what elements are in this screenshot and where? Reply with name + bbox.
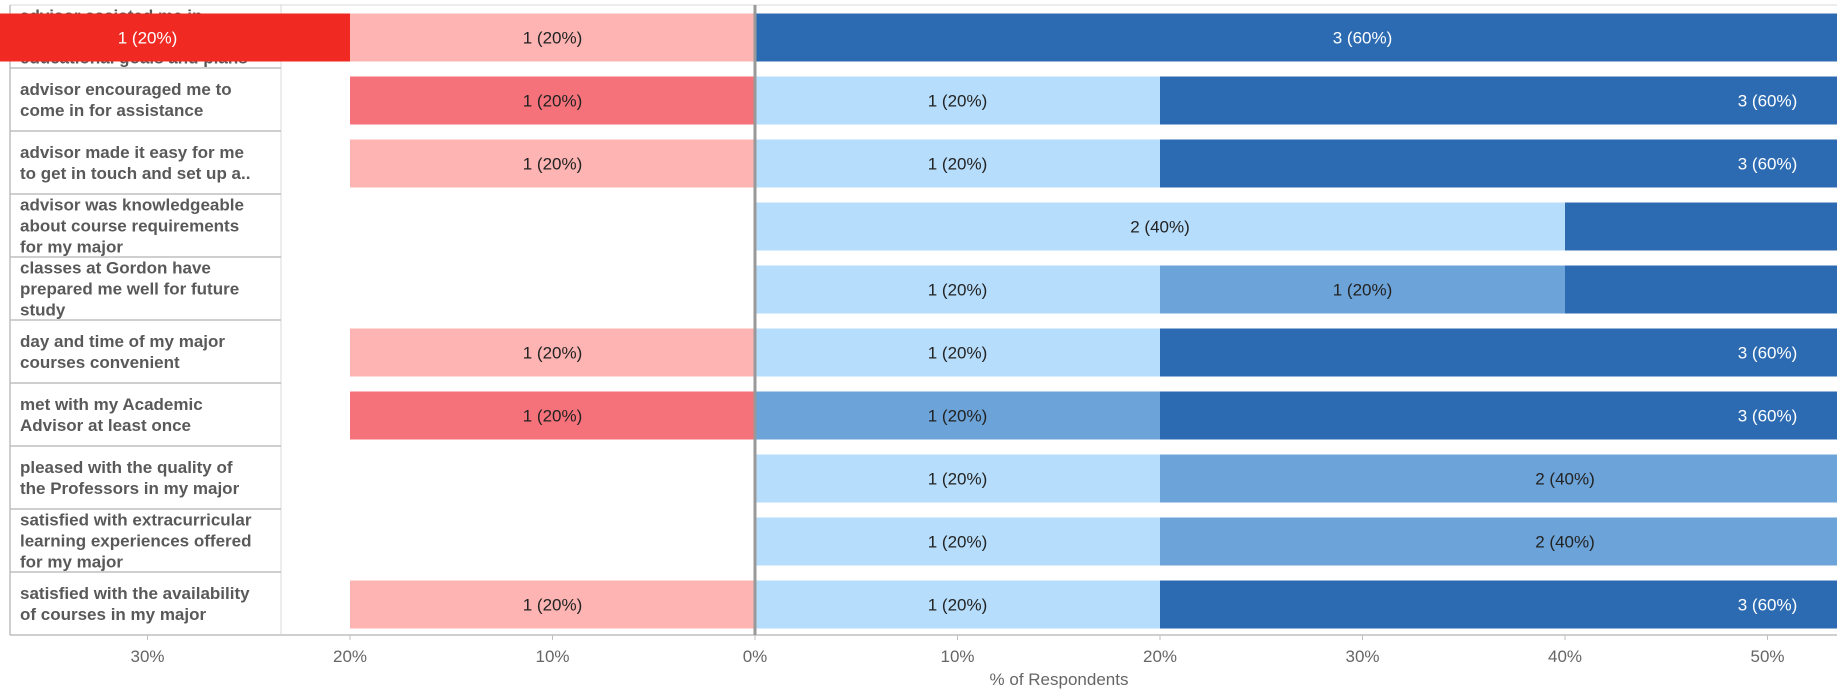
bar-segment-mild-positive [755, 328, 1160, 377]
bar-value-label: 1 (20%) [928, 533, 988, 552]
bar-segment-mild-positive [755, 454, 1160, 503]
row-label: met with my Academic Advisor at least onc… [20, 395, 203, 435]
bar-segment-mild-negative [350, 139, 755, 188]
row-label: advisor was knowledgeable about course re… [20, 196, 244, 257]
bar-value-label: 1 (20%) [118, 29, 178, 48]
x-tick-label: 10% [940, 647, 974, 666]
bar-segment-negative [350, 76, 755, 125]
bar-value-label: 3 (60%) [1738, 407, 1798, 426]
bar-segment-strong-positive [1160, 76, 1837, 125]
row-label: classes at Gordon have prepared me well f… [20, 259, 239, 320]
x-tick-label: 40% [1548, 647, 1582, 666]
row-labels: advisor assisted me indeveloping long te… [20, 7, 252, 625]
bar-segment-strong-positive [1565, 265, 1837, 314]
row-label-line: the Professors in my major [20, 479, 240, 498]
bar-segment-mild-positive [755, 265, 1160, 314]
bar-value-label: 2 (40%) [1535, 533, 1595, 552]
bar-value-label: 1 (20%) [523, 596, 583, 615]
bar-value-label: 3 (60%) [1738, 344, 1798, 363]
row-label-line: met with my Academic [20, 395, 203, 414]
row-label-line: advisor encouraged me to [20, 80, 232, 99]
row-label-line: courses convenient [20, 353, 180, 372]
row-label: satisfied with extracurricular learning e… [20, 511, 252, 572]
x-tick-label: 0% [743, 647, 768, 666]
row-label-line: to get in touch and set up a.. [20, 164, 250, 183]
bar-value-label: 2 (40%) [1130, 218, 1190, 237]
bar-value-label: 3 (60%) [1738, 155, 1798, 174]
bar-segment-mild-positive [755, 139, 1160, 188]
bar-segment-mild-negative [350, 328, 755, 377]
row-label: pleased with the quality of the Professor… [20, 458, 240, 498]
row-label-line: advisor made it easy for me [20, 143, 244, 162]
bar-value-label: 2 (40%) [1535, 470, 1595, 489]
row-label-line: prepared me well for future [20, 280, 239, 299]
bars: 1 (20%) 1 (20%) 3 (60%) 1 (20%) 1 (20%) 3 (60… [0, 13, 1837, 629]
bar-segment-strong-negative [0, 13, 350, 62]
bar-value-label: 1 (20%) [523, 407, 583, 426]
bar-segment-mild-positive [755, 202, 1565, 251]
bar-segment-strong-positive [1160, 580, 1837, 629]
bar-segment-strong-positive [1160, 328, 1837, 377]
bar-segment-positive [1160, 517, 1837, 566]
row-label: advisor encouraged me to come in for assi… [20, 80, 232, 120]
row-label-line: for my major [20, 238, 123, 257]
bar-segment-positive [1160, 454, 1837, 503]
row-label: satisfied with the availability of course… [20, 584, 250, 624]
row-label-line: satisfied with the availability [20, 584, 250, 603]
x-axis-title: % of Respondents [990, 670, 1129, 689]
bar-segment-negative [350, 391, 755, 440]
bar-value-label: 1 (20%) [928, 407, 988, 426]
chart-frame [9, 4, 1837, 636]
x-tick-label: 30% [1345, 647, 1379, 666]
x-tick-label: 30% [130, 647, 164, 666]
bar-value-label: 1 (20%) [928, 92, 988, 111]
x-axis: 40%30%20%10%0%10%20%30%40%50%60%70%80%90… [130, 635, 1785, 666]
row-label-line: satisfied with extracurricular [20, 511, 252, 530]
bar-value-label: 1 (20%) [523, 92, 583, 111]
row-label-line: pleased with the quality of [20, 458, 233, 477]
x-tick-label: 50% [1750, 647, 1784, 666]
bar-segment-strong-positive [1565, 202, 1837, 251]
bar-segment-strong-positive [755, 13, 1837, 62]
row-label: advisor made it easy for me to get in tou… [20, 143, 250, 183]
bar-value-label: 1 (20%) [928, 470, 988, 489]
bar-segment-positive [1160, 265, 1565, 314]
bar-segment-mild-negative [350, 13, 755, 62]
row-label-line: classes at Gordon have [20, 259, 211, 278]
bar-segment-positive [755, 391, 1160, 440]
row-label: day and time of my major courses convenie… [20, 332, 225, 372]
bar-value-label: 1 (20%) [523, 155, 583, 174]
bar-segment-mild-positive [755, 76, 1160, 125]
row-label-line: Advisor at least once [20, 416, 191, 435]
row-label-line: study [20, 301, 66, 320]
bar-value-label: 3 (60%) [1738, 596, 1798, 615]
bar-segment-mild-positive [755, 580, 1160, 629]
bar-value-label: 1 (20%) [928, 281, 988, 300]
x-tick-label: 10% [535, 647, 569, 666]
bar-value-label: 1 (20%) [523, 344, 583, 363]
bar-value-label: 1 (20%) [523, 29, 583, 48]
x-tick-label: 20% [333, 647, 367, 666]
row-label-line: come in for assistance [20, 101, 203, 120]
row-label-line: of courses in my major [20, 605, 206, 624]
bar-value-label: 1 (20%) [928, 155, 988, 174]
row-label-line: learning experiences offered [20, 532, 251, 551]
bar-segment-mild-negative [350, 580, 755, 629]
bar-segment-mild-positive [755, 517, 1160, 566]
bar-value-label: 1 (20%) [928, 596, 988, 615]
x-tick-label: 20% [1143, 647, 1177, 666]
bar-value-label: 3 (60%) [1738, 92, 1798, 111]
bar-value-label: 3 (60%) [1333, 29, 1393, 48]
row-label-line: about course requirements [20, 217, 239, 236]
row-label-line: advisor was knowledgeable [20, 196, 244, 215]
bar-segment-strong-positive [1160, 139, 1837, 188]
bar-segment-strong-positive [1160, 391, 1837, 440]
row-label-line: for my major [20, 553, 123, 572]
bar-value-label: 1 (20%) [928, 344, 988, 363]
bar-value-label: 1 (20%) [1333, 281, 1393, 300]
row-label-line: day and time of my major [20, 332, 225, 351]
